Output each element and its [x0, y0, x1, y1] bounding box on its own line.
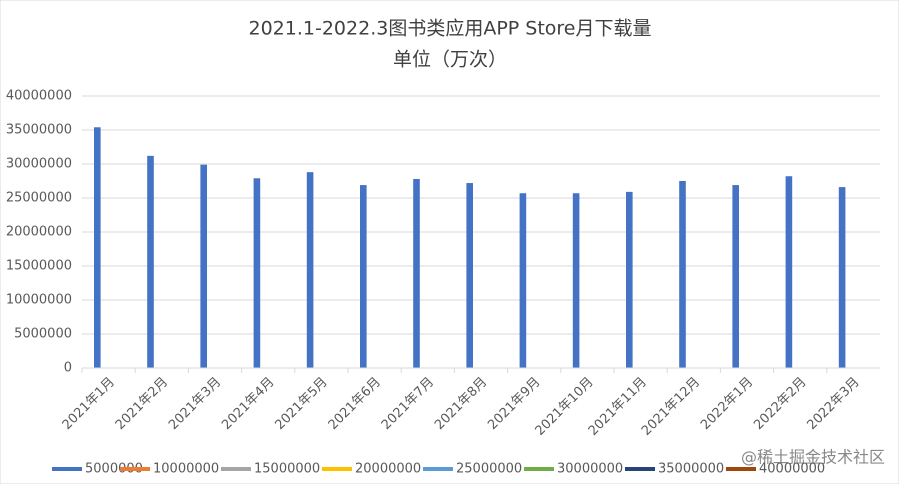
y-tick-label: 35000000 — [6, 123, 72, 138]
legend-label: 10000000 — [153, 462, 219, 477]
bar — [360, 185, 367, 368]
bar — [679, 181, 686, 368]
bar — [413, 178, 420, 368]
y-tick-label: 25000000 — [6, 191, 72, 206]
bar — [466, 183, 473, 368]
legend-label: 25000000 — [456, 462, 522, 477]
legend-label: 35000000 — [658, 462, 724, 477]
bar — [785, 176, 793, 368]
bar — [253, 178, 261, 368]
chart-title: 2021.1-2022.3图书类应用APP Store月下载量 — [249, 18, 652, 40]
bar — [200, 164, 207, 368]
y-tick-label: 20000000 — [6, 225, 72, 240]
bar — [306, 172, 314, 368]
legend-label: 15000000 — [254, 462, 320, 477]
watermark: @稀土掘金技术社区 — [741, 448, 885, 467]
legend-label: 40000000 — [759, 462, 825, 477]
bar — [732, 185, 739, 368]
y-tick-label: 15000000 — [6, 259, 72, 274]
bar — [147, 155, 154, 368]
bar — [626, 191, 633, 368]
bar — [572, 193, 580, 368]
chart-subtitle: 单位（万次） — [393, 49, 507, 71]
legend-label: 20000000 — [355, 462, 421, 477]
y-tick-label: 10000000 — [6, 293, 72, 308]
y-tick-label: 0 — [64, 361, 72, 376]
y-tick-label: 40000000 — [6, 89, 72, 104]
y-tick-label: 30000000 — [6, 157, 72, 172]
legend-label: 5000000 — [85, 462, 143, 477]
bar — [519, 193, 527, 368]
y-tick-label: 5000000 — [14, 327, 72, 342]
legend-label: 30000000 — [557, 462, 623, 477]
bar — [94, 127, 101, 368]
bar — [838, 187, 846, 368]
